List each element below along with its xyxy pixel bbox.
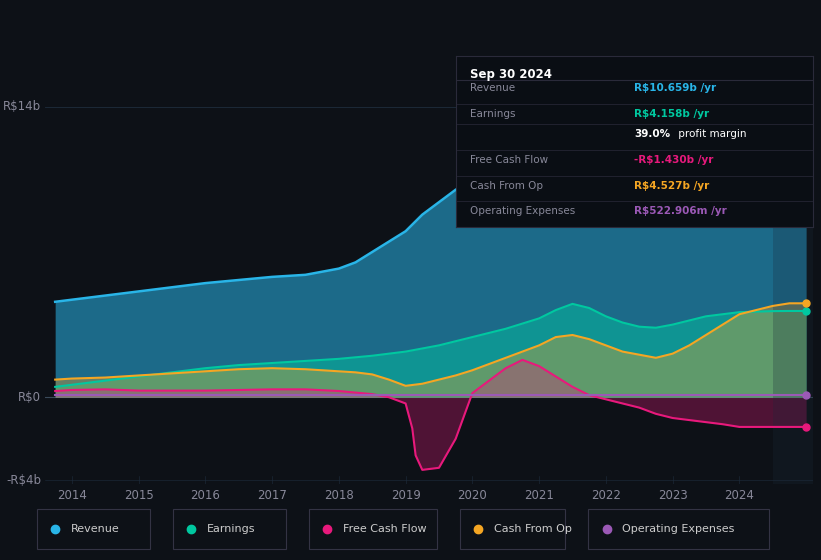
Text: Operating Expenses: Operating Expenses (470, 206, 576, 216)
Text: Revenue: Revenue (470, 83, 515, 94)
Text: R$522.906m /yr: R$522.906m /yr (635, 206, 727, 216)
Text: -R$1.430b /yr: -R$1.430b /yr (635, 155, 713, 165)
Text: Sep 30 2024: Sep 30 2024 (470, 68, 552, 81)
Text: Earnings: Earnings (207, 524, 255, 534)
Text: R$14b: R$14b (3, 100, 41, 113)
Text: Cash From Op: Cash From Op (493, 524, 571, 534)
Text: Operating Expenses: Operating Expenses (622, 524, 734, 534)
Text: Cash From Op: Cash From Op (470, 181, 543, 191)
Text: R$4.527b /yr: R$4.527b /yr (635, 181, 709, 191)
Text: R$10.659b /yr: R$10.659b /yr (635, 83, 717, 94)
Text: Free Cash Flow: Free Cash Flow (470, 155, 548, 165)
Text: -R$4b: -R$4b (7, 474, 41, 487)
Text: R$4.158b /yr: R$4.158b /yr (635, 109, 709, 119)
Text: profit margin: profit margin (676, 129, 747, 139)
Bar (773, 76, 813, 484)
Text: 39.0%: 39.0% (635, 129, 671, 139)
Text: Free Cash Flow: Free Cash Flow (342, 524, 426, 534)
Text: Revenue: Revenue (71, 524, 119, 534)
Text: Earnings: Earnings (470, 109, 516, 119)
Text: R$0: R$0 (18, 391, 41, 404)
